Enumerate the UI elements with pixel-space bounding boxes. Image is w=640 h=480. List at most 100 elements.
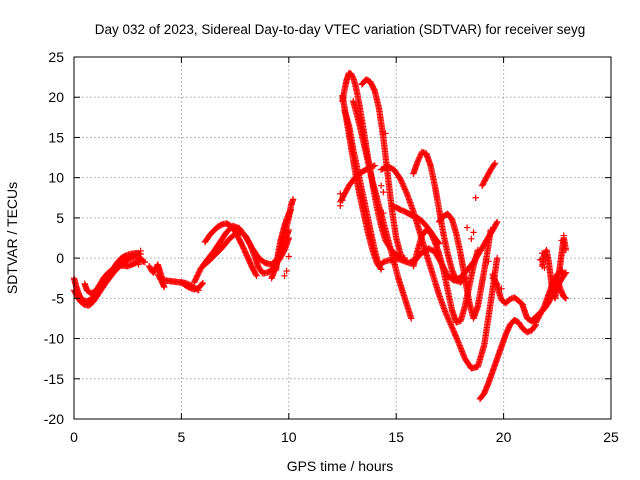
series-s3 <box>81 257 149 297</box>
series-s6 <box>178 279 207 293</box>
series-s18 <box>377 163 501 372</box>
scattered-point <box>283 267 290 275</box>
data-point <box>442 309 449 317</box>
data-point <box>192 276 199 283</box>
data-point <box>289 196 297 203</box>
data-point <box>562 295 570 302</box>
data-point <box>503 329 510 337</box>
y-tick-label: 20 <box>48 89 64 105</box>
data-point <box>191 279 198 286</box>
data-point <box>414 158 421 165</box>
data-point <box>246 239 253 247</box>
data-point <box>193 273 201 280</box>
data-point <box>561 294 569 301</box>
data-point <box>285 234 292 242</box>
scattered-point <box>133 250 140 257</box>
data-point <box>474 246 482 254</box>
y-tick-label: -20 <box>44 411 64 427</box>
data-point <box>246 259 254 266</box>
scattered-point <box>485 258 492 265</box>
scattered-point <box>380 188 387 196</box>
scattered-point <box>560 232 567 239</box>
data-point <box>247 261 255 269</box>
data-point <box>408 315 415 322</box>
scattered-point <box>470 229 477 236</box>
data-point <box>397 177 405 184</box>
data-point <box>349 73 356 80</box>
x-tick-label: 20 <box>496 429 512 445</box>
data-point <box>245 256 252 263</box>
data-point <box>487 226 494 234</box>
data-point <box>377 266 385 273</box>
y-tick-label: 10 <box>48 170 64 186</box>
data-point <box>193 274 200 282</box>
data-point <box>196 268 203 275</box>
data-point <box>505 324 513 331</box>
data-point <box>194 270 202 278</box>
data-point <box>446 319 454 327</box>
scattered-point <box>281 272 288 280</box>
scattered-point <box>135 261 142 268</box>
scattered-point <box>375 206 383 214</box>
scattered-point <box>489 275 497 282</box>
data-point <box>253 272 260 280</box>
x-tick-labels: 0 5 10 15 20 25 <box>70 429 619 445</box>
y-axis-label: SDTVAR / TECUs <box>4 182 20 294</box>
data-point <box>493 254 501 262</box>
series-s11 <box>272 206 295 274</box>
data-point <box>241 246 248 254</box>
data-marks <box>70 69 570 403</box>
data-point <box>443 311 450 318</box>
data-point <box>445 316 453 324</box>
data-point <box>244 253 251 260</box>
x-axis-label: GPS time / hours <box>287 458 394 474</box>
data-point <box>397 250 404 258</box>
data-point <box>141 258 149 266</box>
data-point <box>502 331 509 338</box>
scattered-point <box>493 280 501 288</box>
data-point <box>252 271 260 278</box>
data-point <box>247 260 254 267</box>
data-point <box>191 277 199 285</box>
y-tick-label: 0 <box>56 250 64 266</box>
x-tick-label: 15 <box>388 429 404 445</box>
scattered-point <box>539 250 546 257</box>
scattered-point <box>382 130 389 137</box>
scattered-point <box>468 235 475 243</box>
data-point <box>287 206 295 214</box>
data-point <box>161 283 168 291</box>
scattered-point <box>337 202 344 210</box>
data-point <box>435 239 442 246</box>
data-point <box>399 180 406 187</box>
data-point <box>287 207 294 215</box>
data-point <box>505 325 512 333</box>
plot-frame <box>73 56 612 420</box>
series-s23 <box>388 202 443 247</box>
x-tick-label: 5 <box>178 429 186 445</box>
data-point <box>242 250 250 258</box>
data-point <box>562 246 570 254</box>
data-point <box>493 218 501 226</box>
y-tick-label: 5 <box>56 210 64 226</box>
y-tick-label: 15 <box>48 129 64 145</box>
scattered-point <box>541 264 548 271</box>
scattered-point <box>137 247 144 255</box>
y-tick-label: -10 <box>44 331 64 347</box>
data-point <box>199 279 207 287</box>
data-point <box>377 264 384 272</box>
data-point <box>397 176 404 183</box>
data-point <box>446 318 453 325</box>
series-s30 <box>554 275 570 302</box>
data-point <box>415 156 422 164</box>
x-tick-label: 10 <box>281 429 297 445</box>
data-point <box>198 280 206 288</box>
data-point <box>402 187 409 195</box>
y-tick-label: -15 <box>44 371 64 387</box>
x-tick-label: 25 <box>603 429 619 445</box>
data-point <box>241 248 249 255</box>
data-point <box>504 327 511 334</box>
data-point <box>416 154 423 161</box>
scattered-point <box>339 196 346 204</box>
